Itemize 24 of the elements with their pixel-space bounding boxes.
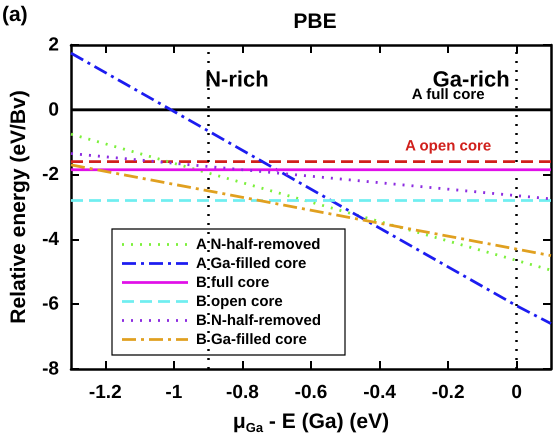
y-tick-label: 0 <box>48 99 59 120</box>
legend-label: B N-half-removed <box>196 312 322 329</box>
y-tick-label: -2 <box>42 164 59 186</box>
legend-label: B full core <box>196 274 270 291</box>
annotation: A open core <box>405 138 492 155</box>
x-tick-label: 0 <box>511 382 522 403</box>
legend-label: B open core <box>196 293 283 310</box>
legend-label: B Ga-filled core <box>196 331 307 348</box>
ref-line-label: N-rich <box>205 66 269 92</box>
chart-title: PBE <box>293 10 337 33</box>
x-tick-label: -1.2 <box>88 382 122 403</box>
y-tick-label: -4 <box>42 228 60 250</box>
text: (a) <box>2 3 28 26</box>
x-tick-label: -0.6 <box>294 382 328 403</box>
y-tick-label: -6 <box>42 294 59 315</box>
y-tick-label: -8 <box>42 358 59 380</box>
x-tick-label: -1 <box>165 382 183 403</box>
legend-label: A Ga-filled core <box>196 255 306 272</box>
x-tick-label: -0.4 <box>363 382 396 403</box>
x-tick-label: -0.8 <box>226 382 259 403</box>
y-tick-label: 2 <box>48 34 59 56</box>
legend-label: A N-half-removed <box>196 236 320 253</box>
x-tick-label: -0.2 <box>432 382 465 403</box>
y-axis-title: Relative energy (eV/Bv) <box>7 90 30 324</box>
